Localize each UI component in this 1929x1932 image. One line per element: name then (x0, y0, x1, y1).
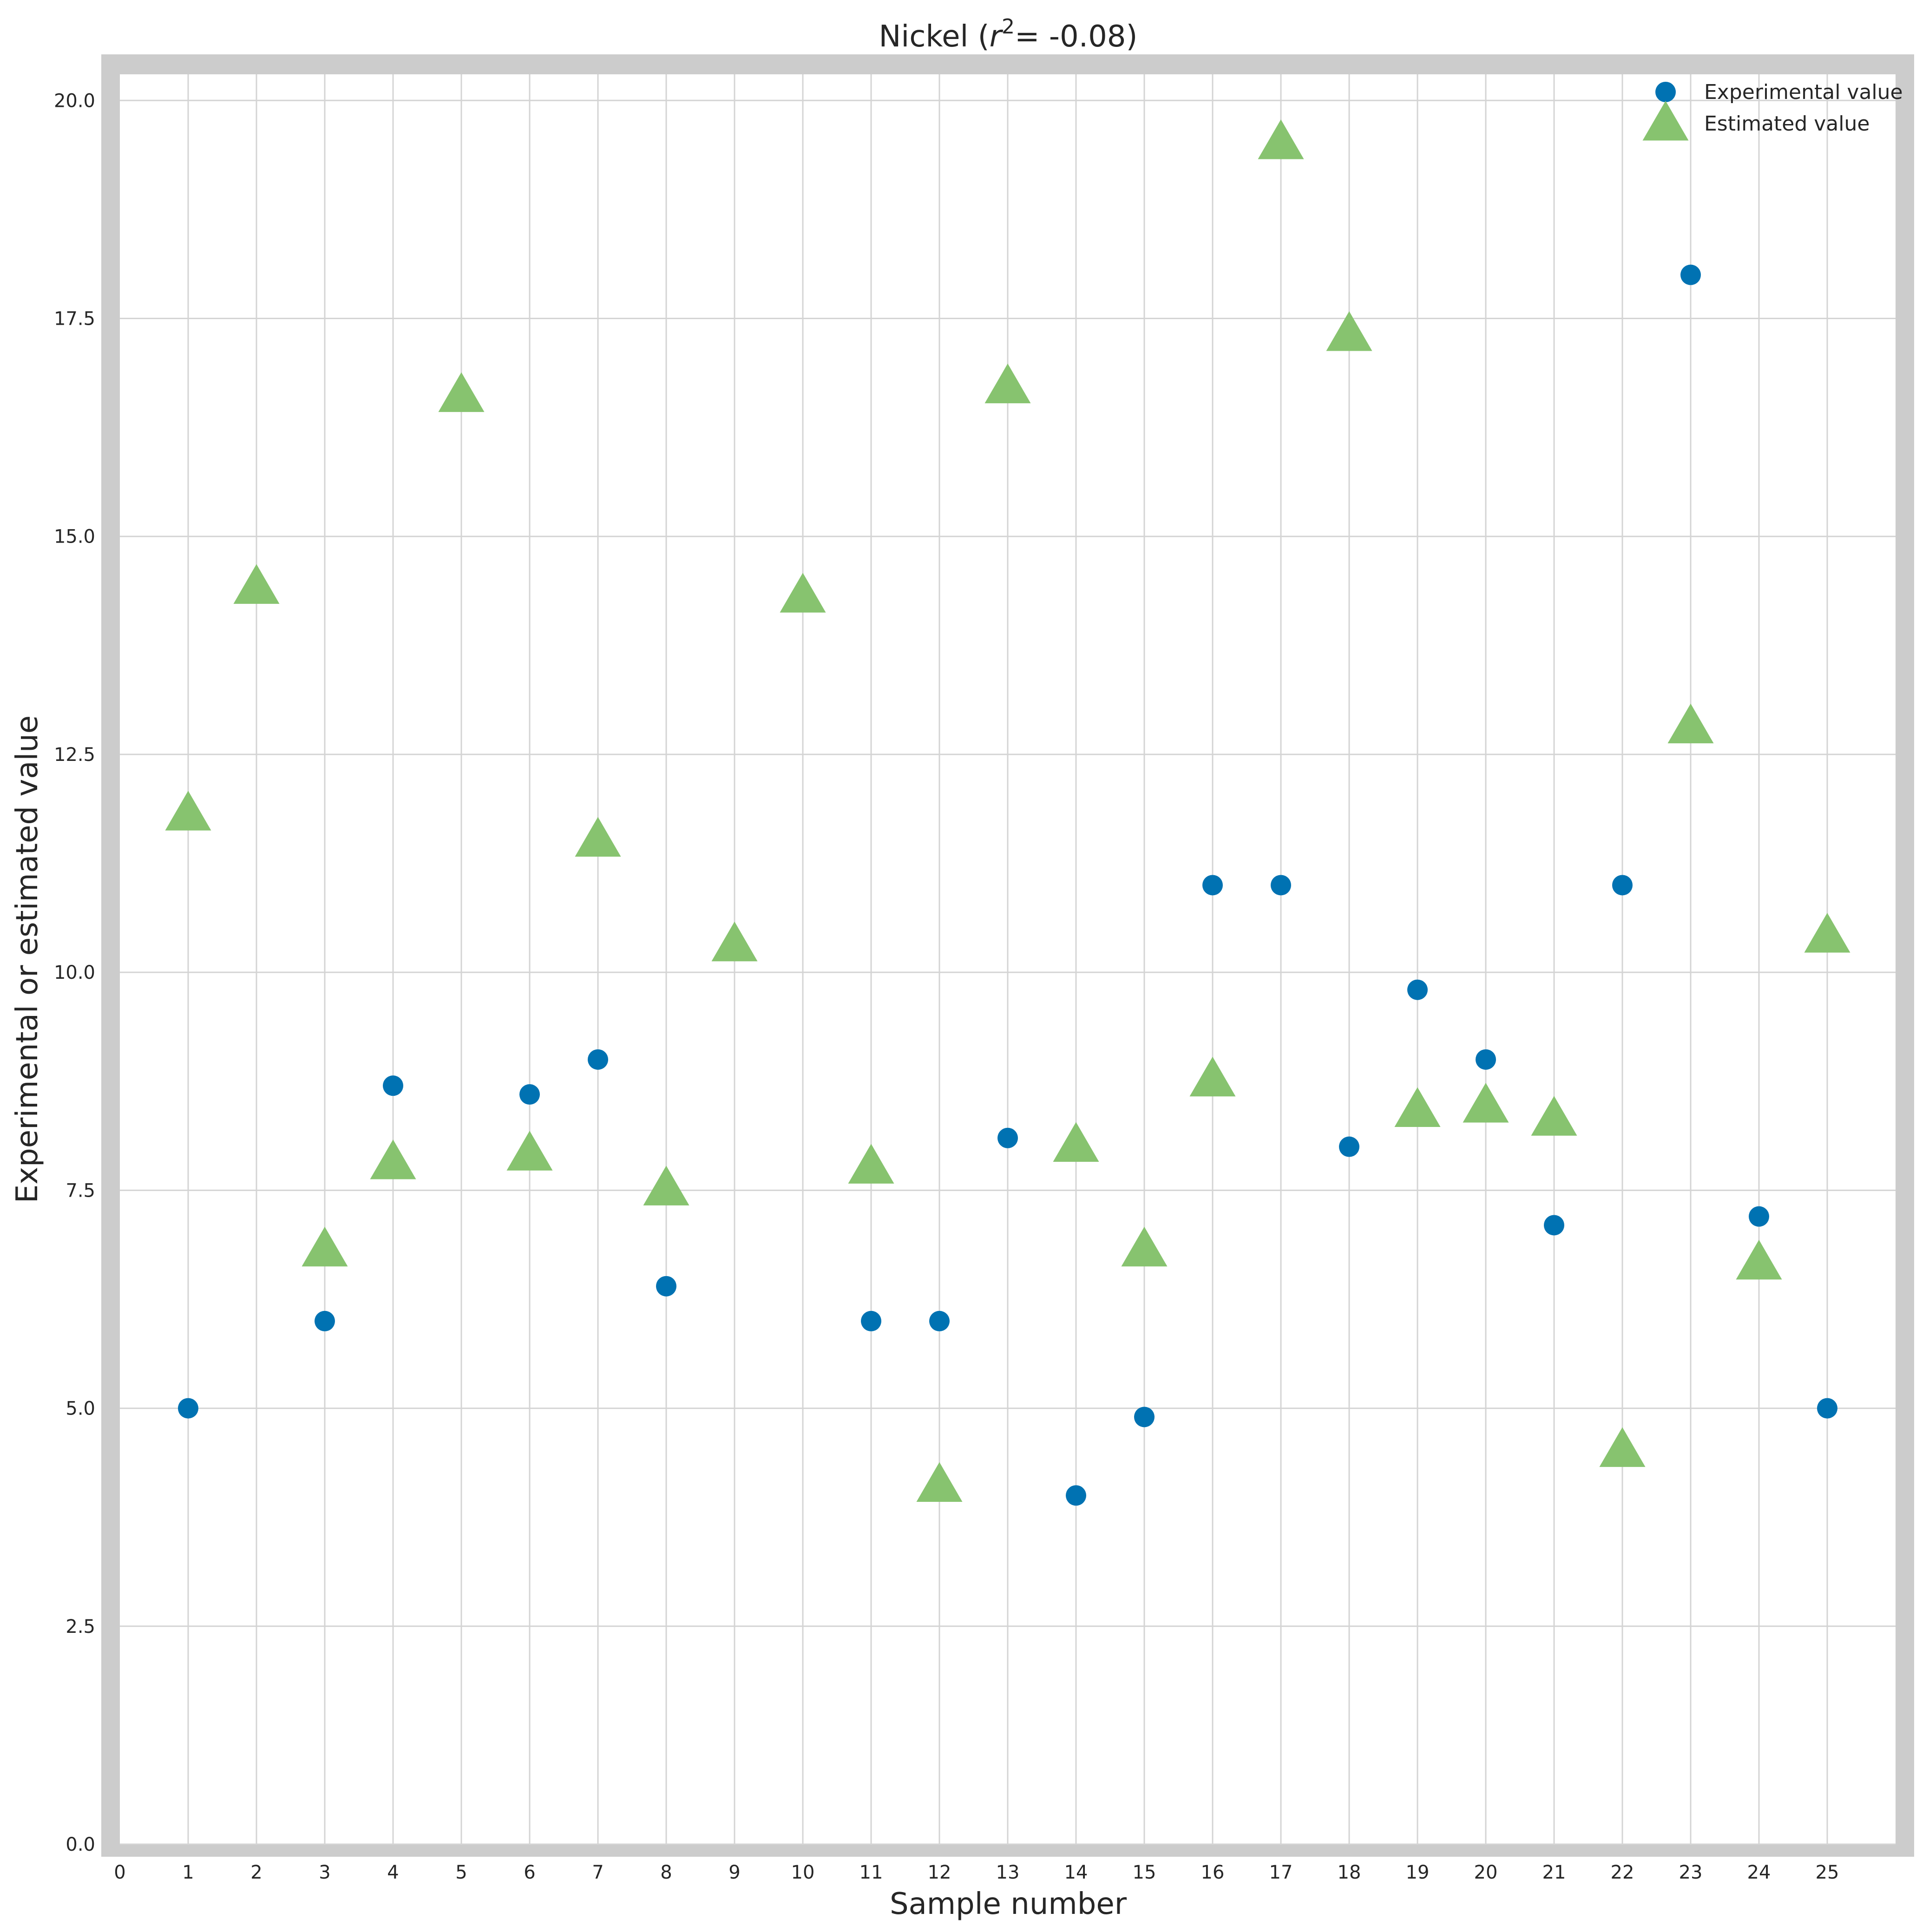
y-tick-label: 7.5 (66, 1180, 95, 1201)
experimental-value-point (315, 1310, 335, 1331)
y-tick-label: 15.0 (54, 526, 95, 548)
x-tick-label: 6 (524, 1862, 535, 1883)
chart-title: Nickel (r2= -0.08) (879, 15, 1138, 54)
x-tick-label: 13 (996, 1862, 1020, 1883)
experimental-value-point (1134, 1407, 1155, 1428)
estimated-value-point (1804, 913, 1850, 953)
x-tick-label: 9 (728, 1862, 740, 1883)
x-tick-label: 14 (1064, 1862, 1088, 1883)
y-axis-label: Experimental or estimated value (10, 715, 45, 1203)
estimated-value-point (1053, 1122, 1099, 1162)
y-tick-label: 10.0 (54, 962, 95, 983)
estimated-value-point (1189, 1056, 1236, 1097)
experimental-value-point (1339, 1136, 1359, 1157)
x-tick-label: 7 (592, 1862, 604, 1883)
x-tick-label: 8 (660, 1862, 672, 1883)
x-tick-label: 19 (1406, 1862, 1430, 1883)
x-tick-labels: 0 1 2 3 4 5 6 7 8 9 10 11 12 13 14 15 16 17 18 19 20 21 22 23 24… (114, 1862, 1839, 1883)
y-tick-label: 0.0 (66, 1834, 95, 1855)
x-tick-label: 16 (1201, 1862, 1225, 1883)
legend-marker-estimated (1642, 100, 1689, 141)
title-superscript: 2 (1002, 15, 1015, 39)
x-tick-label: 25 (1816, 1862, 1839, 1883)
estimated-value-point (711, 921, 758, 962)
x-tick-label: 18 (1338, 1862, 1361, 1883)
x-tick-label: 12 (928, 1862, 951, 1883)
x-tick-label: 20 (1474, 1862, 1498, 1883)
x-tick-label: 10 (791, 1862, 815, 1883)
experimental-value-point (519, 1084, 540, 1105)
estimated-value-point (575, 817, 621, 857)
x-axis-label: Sample number (890, 1887, 1127, 1921)
experimental-value-point (1202, 875, 1223, 896)
experimental-value-point (1817, 1398, 1837, 1419)
x-tick-label: 23 (1679, 1862, 1703, 1883)
y-tick-label: 2.5 (66, 1616, 95, 1637)
y-tick-label: 5.0 (66, 1398, 95, 1420)
experimental-value-point (1612, 875, 1633, 896)
estimated-value-point (1463, 1083, 1509, 1123)
y-tick-label: 20.0 (54, 90, 95, 111)
x-tick-label: 1 (182, 1862, 194, 1883)
experimental-value-point (588, 1049, 608, 1070)
legend-marker-experimental (1655, 82, 1676, 102)
estimated-value-point (780, 573, 826, 613)
x-tick-label: 4 (387, 1862, 399, 1883)
title-prefix: Nickel ( (879, 20, 990, 54)
title-variable: r (990, 20, 1004, 54)
legend: Experimental value Estimated value (1642, 80, 1903, 141)
estimated-value-point (438, 372, 485, 412)
experimental-value-point (997, 1127, 1018, 1148)
estimated-value-point (1121, 1226, 1168, 1267)
x-tick-label: 17 (1269, 1862, 1293, 1883)
experimental-value-point (1407, 979, 1428, 1000)
estimated-value-point (1531, 1096, 1577, 1136)
title-suffix: = -0.08) (1015, 20, 1138, 54)
y-tick-labels: 0.0 2.5 5.0 7.5 10.0 12.5 15.0 17.5 20.0 (54, 90, 95, 1855)
estimated-value-point (506, 1131, 553, 1171)
y-tick-label: 12.5 (54, 744, 95, 766)
estimated-value-point (1326, 311, 1372, 351)
x-tick-label: 22 (1611, 1862, 1634, 1883)
x-tick-label: 3 (319, 1862, 330, 1883)
estimated-value-point (1394, 1087, 1441, 1127)
data-marks (165, 119, 1850, 1506)
x-tick-label: 15 (1133, 1862, 1156, 1883)
estimated-value-point (1258, 119, 1304, 159)
x-tick-label: 2 (250, 1862, 262, 1883)
experimental-value-point (1476, 1049, 1496, 1070)
x-tick-label: 21 (1542, 1862, 1566, 1883)
x-tick-label: 5 (455, 1862, 467, 1883)
estimated-value-point (848, 1144, 894, 1184)
estimated-value-point (916, 1462, 963, 1502)
estimated-value-point (370, 1140, 416, 1179)
experimental-value-point (1066, 1485, 1086, 1506)
x-tick-label: 24 (1747, 1862, 1771, 1883)
experimental-value-point (929, 1310, 950, 1331)
estimated-value-point (165, 791, 211, 831)
estimated-value-point (1736, 1239, 1782, 1280)
estimated-value-point (1599, 1427, 1646, 1467)
experimental-value-point (1749, 1206, 1769, 1227)
legend-label: Experimental value (1704, 80, 1903, 104)
x-tick-label: 0 (114, 1862, 125, 1883)
estimated-value-point (643, 1166, 689, 1205)
experimental-value-point (1680, 264, 1701, 285)
experimental-value-point (1544, 1215, 1564, 1236)
experimental-value-point (178, 1398, 198, 1419)
estimated-value-point (302, 1226, 348, 1267)
estimated-value-point (1667, 703, 1714, 744)
experimental-value-point (383, 1075, 403, 1096)
experimental-value-point (656, 1276, 676, 1297)
estimated-value-point (233, 564, 280, 604)
experimental-value-point (861, 1310, 881, 1331)
experimental-value-point (1271, 875, 1291, 896)
estimated-value-point (984, 363, 1031, 404)
legend-label: Estimated value (1704, 112, 1870, 136)
x-tick-label: 11 (860, 1862, 883, 1883)
y-tick-label: 17.5 (54, 308, 95, 330)
